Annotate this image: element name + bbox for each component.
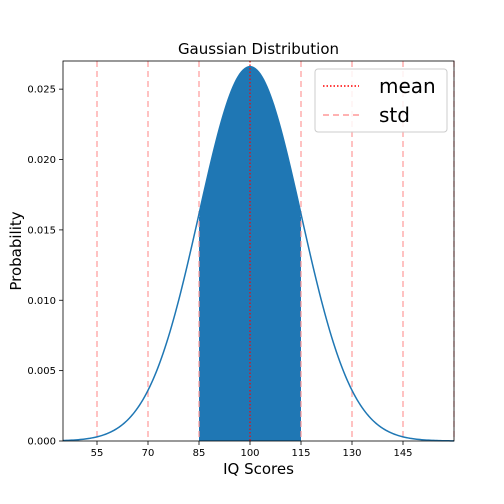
y-tick-label: 0.020: [27, 155, 56, 166]
x-tick-label: 145: [393, 448, 412, 459]
x-tick-label: 115: [291, 448, 310, 459]
y-tick-label: 0.010: [27, 296, 56, 307]
y-axis-label: Probability: [7, 211, 25, 290]
chart-title: Gaussian Distribution: [178, 40, 339, 58]
y-tick-label: 0.000: [27, 437, 56, 448]
x-tick-label: 55: [91, 448, 104, 459]
y-tick-label: 0.015: [27, 225, 56, 236]
x-tick-label: 70: [142, 448, 155, 459]
x-tick-label: 85: [193, 448, 206, 459]
y-tick-label: 0.025: [27, 85, 56, 96]
x-axis-label: IQ Scores: [223, 460, 294, 478]
plot-frame: [62, 60, 455, 442]
x-tick-label: 100: [240, 448, 259, 459]
legend: mean std: [314, 68, 448, 133]
x-tick-label: 130: [342, 448, 361, 459]
legend-label: mean: [379, 74, 436, 98]
legend-label: std: [379, 103, 410, 127]
gaussian-curve: [62, 65, 455, 442]
axes: 55 70 85 100 115 130 145 0.000 0.005 0.010 0.015 0.…: [27, 60, 455, 459]
legend-box: [314, 68, 448, 133]
y-tick-label: 0.005: [27, 366, 56, 377]
